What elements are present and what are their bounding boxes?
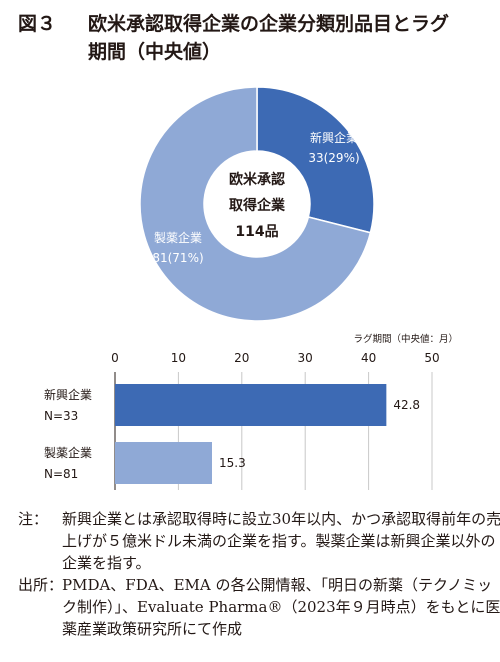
x-tick-label: 40 xyxy=(361,351,376,365)
figure-number: 図３ xyxy=(18,13,57,35)
category-label: 新興企業 xyxy=(44,387,92,402)
title-line-1: 欧米承認取得企業の企業分類別品目とラグ xyxy=(88,13,450,35)
note-text: 新興企業とは承認取得時に設立30年以内、かつ承認取得前年の売上げが５億米ドル未満… xyxy=(62,510,500,572)
title-line-2: 期間（中央値） xyxy=(88,41,222,63)
bar xyxy=(115,384,387,426)
category-n-label: N=33 xyxy=(44,409,78,423)
source-text: PMDA、FDA、EMA の各公開情報、「明日の新薬（テクノミック制作）」、Ev… xyxy=(62,576,500,638)
x-tick-label: 20 xyxy=(234,351,249,365)
x-tick-label: 0 xyxy=(111,351,119,365)
slice-label: 製薬企業 xyxy=(154,230,202,245)
donut-center-text: 114品 xyxy=(235,224,278,240)
category-label: 製薬企業 xyxy=(44,445,92,460)
source-label: 出所： xyxy=(18,576,64,594)
note-label: 注： xyxy=(18,510,49,528)
pie-slice-2 xyxy=(139,86,372,322)
x-tick-label: 50 xyxy=(424,351,439,365)
x-tick-label: 10 xyxy=(171,351,186,365)
slice-value-label: 33(29%) xyxy=(308,151,359,165)
axis-unit-label: ラグ期間（中央値：月） xyxy=(353,333,458,345)
slice-value-label: 81(71%) xyxy=(152,251,203,265)
category-n-label: N=81 xyxy=(44,467,78,481)
slice-label: 新興企業 xyxy=(310,130,358,145)
bar xyxy=(115,442,213,484)
bar-value-label: 15.3 xyxy=(219,456,246,470)
donut-center-text: 欧米承認 xyxy=(229,171,285,188)
figure-title: 図３ 欧米承認取得企業の企業分類別品目とラグ 期間（中央値） xyxy=(18,10,449,63)
bar-value-label: 42.8 xyxy=(393,398,420,412)
x-tick-label: 30 xyxy=(298,351,313,365)
donut-center-text: 取得企業 xyxy=(229,197,286,214)
donut-chart: 新興企業 33(29%) 製薬企業 81(71%) 欧米承認取得企業 114品 xyxy=(139,86,375,322)
pie-slice-1 xyxy=(256,86,375,234)
